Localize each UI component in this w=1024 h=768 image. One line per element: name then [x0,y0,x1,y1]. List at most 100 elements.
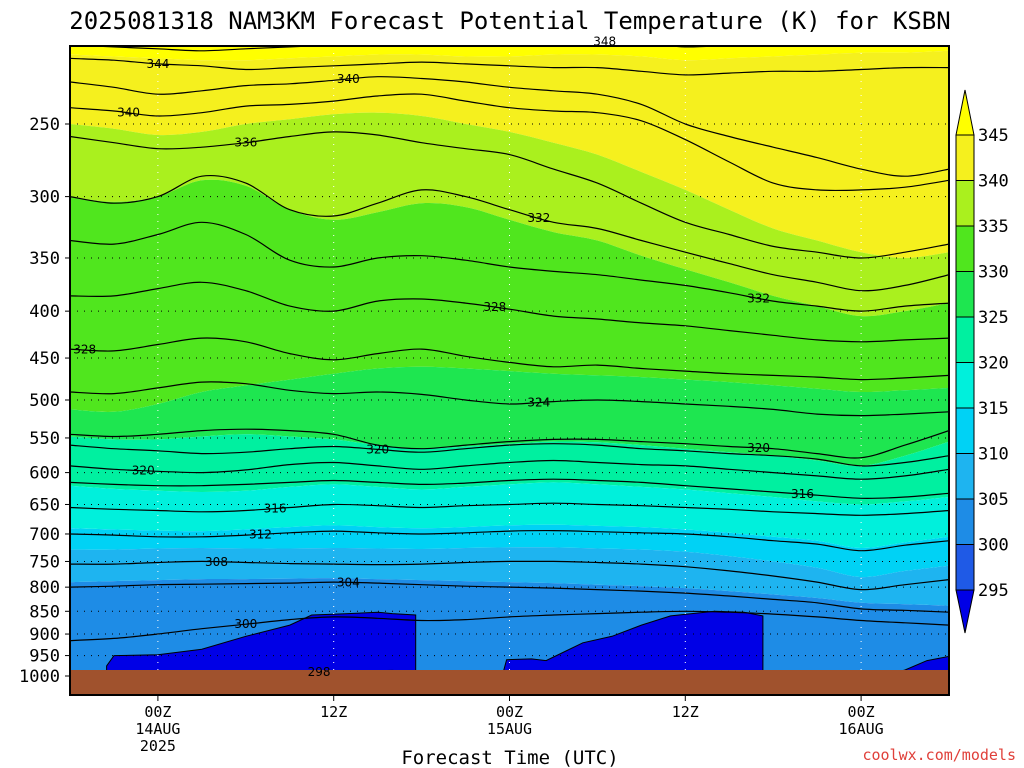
x-tick-label: 15AUG [487,720,532,738]
contour-320 [70,443,949,467]
contour-348 [79,46,722,52]
colorbar-label: 300 [978,536,1009,556]
colorbar-label: 345 [978,126,1009,146]
contour-label-298: 298 [308,665,331,679]
contour-312 [70,529,949,552]
contour-label-344: 344 [146,57,169,71]
contour-332 [70,174,949,292]
contour-label-332: 332 [527,211,550,225]
contour-340 [70,76,949,177]
contour-label-320: 320 [132,464,155,478]
colorbar-label: 330 [978,263,1009,283]
contour-332 [70,221,949,312]
y-tick-label: 750 [29,552,60,572]
colorbar-swatch [955,316,975,363]
colorbar-label: 340 [978,172,1009,192]
y-tick-label: 400 [29,302,60,322]
ground-surface [70,670,949,695]
colorbar-label: 305 [978,490,1009,510]
x-tick-label: 00Z [144,703,171,721]
y-tick-label: 700 [29,525,60,545]
plot-area [70,46,949,695]
contour-300 [70,610,949,642]
colorbar-swatch [955,498,975,545]
contour-label-308: 308 [205,555,228,569]
y-tick-label: 650 [29,495,60,515]
y-tick-label: 850 [29,602,60,622]
colorbar-label: 315 [978,399,1009,419]
y-axis-ticks: 250 300 350 400 450 500 550 600 650 700 750 800 850 9… [19,115,70,687]
contour-label-320: 320 [747,441,770,455]
y-tick-label: 900 [29,625,60,645]
colorbar-swatch [955,225,975,272]
fill-band [70,366,949,466]
chart-title: 2025081318 NAM3KM Forecast Potential Tem… [69,7,950,35]
colorbar-swatch [955,134,975,181]
contour-340 [70,93,949,192]
fill-band [70,524,949,578]
x-tick-label: 2025 [140,737,176,755]
fill-band [70,434,949,505]
contour-label-320: 320 [366,442,389,456]
contour-label-316: 316 [791,487,814,501]
y-tick-label: 950 [29,647,60,667]
contour-label-348: 348 [593,34,616,48]
colorbar-swatch [955,362,975,409]
contour-lines [70,46,949,642]
colorbar-swatch [955,180,975,227]
colorbar-label: 335 [978,217,1009,237]
contour-344 [70,57,949,76]
colorbar-label: 310 [978,445,1009,465]
contour-label-312: 312 [249,527,272,541]
colorbar-swatch [955,544,975,591]
y-tick-label: 800 [29,578,60,598]
colorbar-swatch [955,271,975,318]
contour-328 [70,281,949,343]
contour-336 [70,131,949,259]
contour-320 [70,459,949,480]
y-tick-label: 300 [29,188,60,208]
colorbar-label: 295 [978,581,1009,601]
fill-band [70,50,949,258]
y-tick-label: 250 [29,115,60,135]
y-tick-label: 500 [29,391,60,411]
contour-324 [70,381,949,417]
colorbar-top-arrow [955,89,975,136]
colorbar-swatch [955,453,975,500]
contour-328 [70,337,949,381]
contour-label-324: 324 [527,395,550,409]
contour-label-340: 340 [337,72,360,86]
y-tick-label: 550 [29,429,60,449]
contour-label-316: 316 [264,502,287,516]
y-tick-label: 450 [29,349,60,369]
contour-316 [70,502,949,516]
contour-304 [70,581,949,613]
contour-label-304: 304 [337,575,360,589]
x-tick-label: 12Z [320,703,347,721]
contour-308 [70,560,949,591]
credit-link[interactable]: coolwx.com/models [862,746,1016,764]
ground-fill [70,670,949,695]
x-tick-label: 00Z [848,703,875,721]
colorbar-swatch [955,407,975,454]
contour-label-300: 300 [234,617,257,631]
contour-label-328: 328 [483,300,506,314]
y-tick-label: 600 [29,464,60,484]
x-tick-label: 12Z [672,703,699,721]
cold-pool-patch [106,611,417,677]
y-tick-label: 1000 [19,667,60,687]
contour-320 [70,428,949,459]
contour-label-332: 332 [747,291,770,305]
x-tick-label: 16AUG [839,720,884,738]
x-axis-label: Forecast Time (UTC) [401,747,618,768]
colorbar-bottom-arrow [955,589,975,634]
fill-band [70,547,949,606]
colorbar: 345 340 335 330 325 320 315 310 305 300 295 [955,89,1009,634]
y-tick-label: 350 [29,249,60,269]
contour-labels: 348 344 340 340 336 332 332 328 328 324 320 320 320 3… [73,34,814,679]
filled-bands [70,46,949,676]
contour-label-340: 340 [117,106,140,120]
contour-316 [70,478,949,499]
